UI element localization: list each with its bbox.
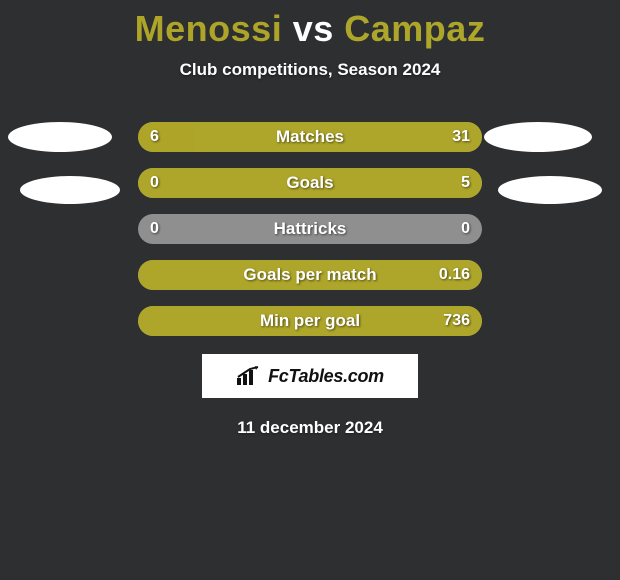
stat-row: 736Min per goal (138, 306, 482, 336)
stat-fill-right (138, 168, 482, 198)
title-player1: Menossi (135, 8, 283, 49)
stat-row: 631Matches (138, 122, 482, 152)
brand-text: FcTables.com (268, 366, 384, 387)
page-title: Menossi vs Campaz (0, 0, 620, 50)
comparison-infographic: Menossi vs Campaz Club competitions, Sea… (0, 0, 620, 580)
title-vs: vs (293, 8, 334, 49)
stat-fill-left (138, 122, 194, 152)
stat-fill-right (138, 306, 482, 336)
stat-fill-right (194, 122, 482, 152)
chart-icon (236, 366, 262, 386)
player2-badge-top (484, 122, 592, 152)
player1-badge-bottom (20, 176, 120, 204)
comparison-rows: 631Matches 05Goals 0 0Hattricks 0.16Goals pe… (0, 122, 620, 336)
brand-box: FcTables.com (202, 354, 418, 398)
stat-value-right: 0 (461, 214, 470, 244)
title-player2: Campaz (344, 8, 485, 49)
player1-badge-top (8, 122, 112, 152)
player2-badge-bottom (498, 176, 602, 204)
stat-row: 0.16Goals per match (138, 260, 482, 290)
stat-value-left: 0 (150, 214, 159, 244)
stat-fill-right (138, 260, 482, 290)
date: 11 december 2024 (0, 418, 620, 438)
stat-row: 05Goals (138, 168, 482, 198)
subtitle: Club competitions, Season 2024 (0, 60, 620, 80)
stat-label: Hattricks (138, 214, 482, 244)
stat-row: 0 0Hattricks (138, 214, 482, 244)
